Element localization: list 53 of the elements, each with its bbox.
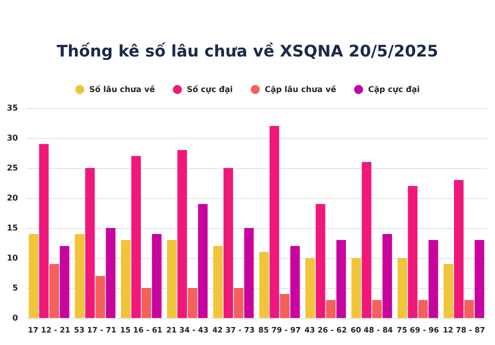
y-tick-label: 25 <box>6 164 18 172</box>
y-tick-label: 5 <box>12 284 18 292</box>
bar <box>316 204 326 318</box>
y-tick-label: 20 <box>6 194 18 202</box>
bar <box>474 240 484 318</box>
bar <box>464 300 474 318</box>
bar <box>74 234 84 318</box>
y-tick-label: 0 <box>12 314 18 322</box>
bar <box>120 240 131 318</box>
bar <box>408 186 418 318</box>
y-tick-label: 30 <box>6 134 18 142</box>
bar <box>85 168 95 318</box>
y-tick-label: 35 <box>6 104 18 112</box>
bar <box>244 228 254 318</box>
bar <box>167 240 177 318</box>
bar <box>96 276 106 318</box>
chart-title: Thống kê số lâu chưa về XSQNA 20/5/2025 <box>56 42 438 60</box>
legend-label: Cặp cực đại <box>368 85 420 94</box>
legend-label: Số cực đại <box>186 85 234 94</box>
bar <box>270 126 280 318</box>
bar <box>188 288 198 318</box>
bar <box>454 180 464 318</box>
legend-label: Số lâu chưa về <box>89 85 156 94</box>
legend-label: Cặp lâu chưa về <box>264 85 337 94</box>
bar <box>259 252 269 318</box>
bar <box>106 228 116 318</box>
bar <box>290 246 300 318</box>
bar <box>326 300 336 318</box>
bar <box>131 156 141 318</box>
y-tick-label: 10 <box>6 254 18 262</box>
bar <box>28 234 38 318</box>
bar <box>382 234 392 318</box>
bar <box>280 294 290 318</box>
bar <box>418 300 428 318</box>
y-tick-label: 15 <box>6 224 18 232</box>
bar <box>152 234 162 318</box>
bar <box>142 288 152 318</box>
bar <box>305 258 315 318</box>
bar <box>398 258 408 318</box>
bar <box>234 288 244 318</box>
bar <box>213 246 223 318</box>
bar <box>444 264 454 318</box>
bar <box>49 264 59 318</box>
bar <box>198 204 208 318</box>
bar <box>362 162 372 318</box>
bar <box>351 258 362 318</box>
bar <box>39 144 49 318</box>
bar <box>336 240 346 318</box>
bar <box>224 168 234 318</box>
bar <box>372 300 382 318</box>
bar <box>177 150 187 318</box>
bar <box>428 240 438 318</box>
bar <box>60 246 70 318</box>
